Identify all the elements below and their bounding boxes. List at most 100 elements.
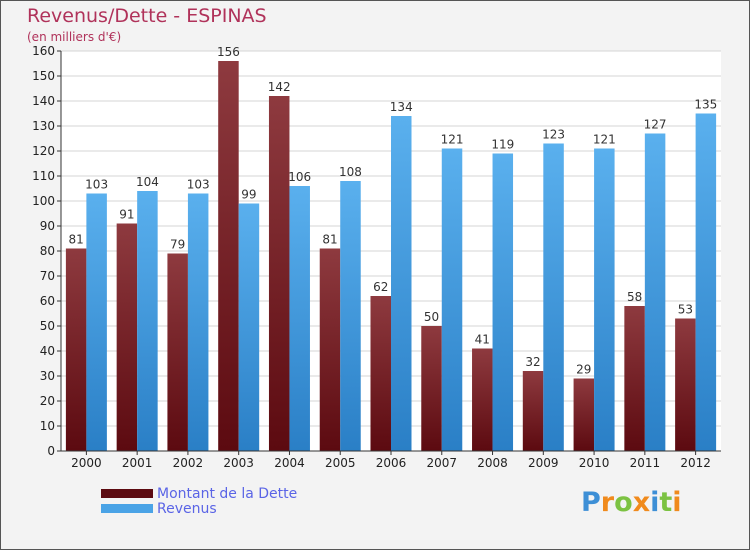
logo-letter: o	[614, 487, 633, 518]
y-tick-label: 110	[32, 169, 55, 183]
y-tick-label: 10	[40, 419, 55, 433]
data-label-debt: 91	[119, 208, 134, 222]
data-label-debt: 32	[525, 355, 540, 369]
logo-letter: r	[600, 487, 615, 518]
y-tick-label: 40	[40, 344, 55, 358]
data-label-debt: 81	[322, 233, 337, 247]
bar-revenue	[695, 113, 717, 451]
bar-revenue	[441, 148, 463, 451]
proxiti-logo: Proxiti	[581, 487, 682, 518]
x-tick-label: 2012	[680, 456, 711, 470]
data-label-revenue: 127	[644, 118, 667, 132]
y-tick-label: 130	[32, 119, 55, 133]
logo-letter: x	[632, 487, 651, 518]
x-tick-label: 2002	[173, 456, 204, 470]
data-label-debt: 53	[678, 303, 693, 317]
bar-debt	[675, 318, 696, 451]
bar-debt	[421, 326, 442, 451]
y-tick-label: 160	[32, 44, 55, 58]
data-label-revenue: 103	[85, 178, 108, 192]
y-tick-label: 20	[40, 394, 55, 408]
y-tick-label: 100	[32, 194, 55, 208]
data-label-revenue: 108	[339, 165, 362, 179]
x-tick-label: 2005	[325, 456, 356, 470]
bar-debt	[319, 248, 341, 451]
bar-debt	[116, 223, 138, 451]
bar-debt	[65, 248, 87, 451]
logo-letter: i	[672, 487, 682, 518]
data-label-debt: 50	[424, 310, 439, 324]
data-label-revenue: 99	[241, 188, 256, 202]
x-tick-label: 2009	[528, 456, 559, 470]
bar-debt	[370, 296, 391, 451]
data-label-revenue: 106	[288, 170, 311, 184]
bar-debt	[268, 96, 290, 451]
bar-debt	[522, 371, 544, 451]
legend-label-debt: Montant de la Dette	[157, 486, 298, 502]
data-label-revenue: 119	[491, 138, 514, 152]
x-tick-label: 2011	[630, 456, 661, 470]
data-label-revenue: 134	[390, 100, 413, 114]
bars	[65, 61, 717, 451]
x-tick-label: 2010	[579, 456, 610, 470]
x-tick-label: 2001	[122, 456, 153, 470]
x-axis-ticks: 2000 2001 2002 2003 2004 2005 2006 2007 2008 2009…	[71, 451, 711, 470]
bar-revenue	[340, 181, 361, 451]
data-labels: 81 103 91 104 79 103 156 99 142 106 81 108 62 134 50 12…	[68, 45, 717, 377]
bar-revenue	[391, 116, 412, 451]
data-label-revenue: 121	[593, 133, 616, 147]
logo-letter: P	[581, 487, 601, 518]
data-label-debt: 41	[475, 333, 490, 347]
data-label-debt: 81	[68, 233, 83, 247]
legend-swatch-debt	[101, 489, 153, 498]
bar-revenue	[594, 148, 615, 451]
y-tick-label: 30	[40, 369, 55, 383]
data-label-revenue: 135	[694, 98, 717, 112]
bar-revenue	[289, 186, 310, 451]
bar-revenue	[137, 191, 158, 451]
x-tick-label: 2007	[426, 456, 457, 470]
y-tick-label: 150	[32, 69, 55, 83]
y-axis-ticks: 0 10 20 30 40 50 60 70 80 90 100 110 120 130 140 150 160	[32, 44, 61, 458]
y-tick-label: 60	[40, 294, 55, 308]
bar-debt	[472, 348, 493, 451]
x-tick-label: 2006	[376, 456, 407, 470]
data-label-debt: 142	[268, 80, 291, 94]
y-tick-label: 120	[32, 144, 55, 158]
data-label-revenue: 123	[542, 128, 565, 142]
data-label-revenue: 104	[136, 175, 159, 189]
chart-title: Revenus/Dette - ESPINAS	[27, 5, 267, 27]
bar-revenue	[238, 203, 260, 451]
bar-debt	[573, 378, 595, 451]
y-tick-label: 0	[47, 444, 55, 458]
x-tick-label: 2004	[274, 456, 305, 470]
data-label-debt: 79	[170, 238, 185, 252]
y-tick-label: 50	[40, 319, 55, 333]
x-tick-label: 2003	[223, 456, 254, 470]
y-tick-label: 70	[40, 269, 55, 283]
x-tick-label: 2008	[477, 456, 508, 470]
axes	[60, 51, 721, 452]
data-label-debt: 58	[627, 290, 642, 304]
legend-label-revenue: Revenus	[157, 501, 217, 517]
bar-revenue	[543, 143, 564, 451]
data-label-revenue: 103	[187, 178, 210, 192]
data-label-revenue: 121	[441, 133, 464, 147]
bar-debt	[218, 61, 239, 451]
y-tick-label: 80	[40, 244, 55, 258]
x-tick-label: 2000	[71, 456, 102, 470]
y-tick-label: 140	[32, 94, 55, 108]
bar-revenue	[86, 193, 107, 451]
data-label-debt: 62	[373, 280, 388, 294]
logo-letter: i	[650, 487, 660, 518]
legend-swatch-revenue	[101, 504, 153, 513]
bar-debt	[624, 306, 645, 451]
data-label-debt: 156	[217, 45, 240, 59]
logo-letter: t	[659, 487, 673, 518]
bar-revenue	[644, 133, 666, 451]
chart-subtitle: (en milliers d'€)	[27, 30, 122, 44]
bar-revenue	[492, 153, 514, 451]
bar-debt	[167, 253, 188, 451]
